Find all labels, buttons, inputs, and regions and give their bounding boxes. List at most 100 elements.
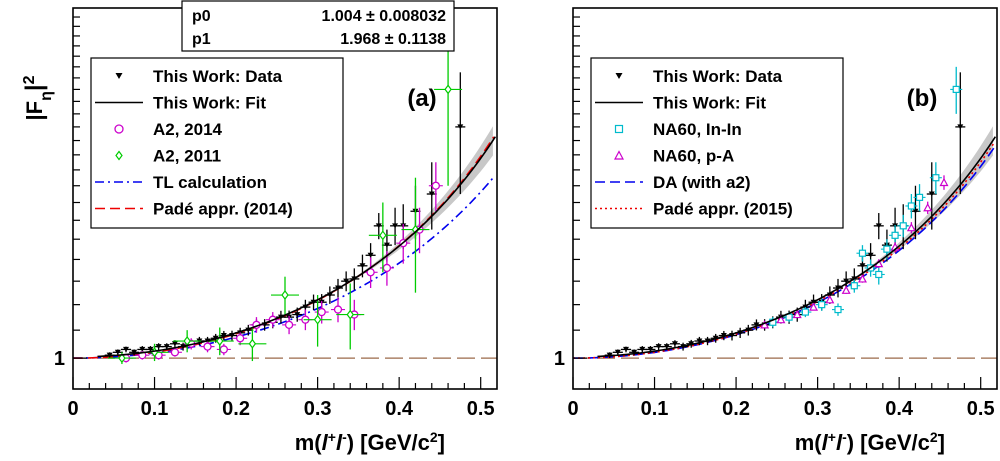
data-point <box>155 344 162 350</box>
x-axis-title-part: ] <box>938 430 945 455</box>
data-point <box>939 177 949 187</box>
x-axis-title-part: + <box>328 429 336 445</box>
data-point <box>792 309 802 319</box>
data-point <box>281 290 289 301</box>
data-point <box>899 222 907 230</box>
data-point <box>431 181 440 190</box>
x-axis-title: m(l+l-) [GeV/c2] <box>795 429 945 455</box>
data-point <box>114 349 121 355</box>
x-axis-title-part: 2 <box>930 429 938 445</box>
fit-uncertainty-band <box>817 126 993 301</box>
legend-marker-diamond <box>115 150 123 161</box>
legend-label: A2, 2014 <box>153 120 223 139</box>
legend-label: This Work: Fit <box>153 94 266 113</box>
data-point <box>623 346 629 352</box>
fit-uncertainty-band <box>317 126 493 301</box>
data-point <box>428 191 435 197</box>
legend-marker-circle <box>114 124 124 134</box>
y-axis-title-sup: 2 <box>21 75 38 84</box>
data-point <box>932 174 940 182</box>
data-point <box>843 278 850 284</box>
x-tick-label: 0 <box>67 398 78 420</box>
legend-item: A2, 2014 <box>114 120 223 139</box>
panel-a: 0 0.1 0.2 0.3 0.4 0.51m(l+l-) [GeV/c2]This Wo… <box>21 0 498 455</box>
plot-area <box>573 66 997 359</box>
data-point <box>639 346 646 352</box>
data-point <box>671 341 678 347</box>
stat-p0-value: 1.004 ± 0.008032 <box>322 8 447 25</box>
data-point <box>906 222 916 232</box>
data-point <box>875 223 882 229</box>
legend-item: Padé appr. (2015) <box>595 200 793 219</box>
legend-marker-triangle <box>614 150 624 160</box>
x-axis-title-part: l <box>836 430 843 455</box>
legend-item: Padé appr. (2014) <box>95 200 293 219</box>
x-axis-title-part: - <box>842 429 847 445</box>
data-point <box>163 344 170 350</box>
data-point <box>383 242 390 248</box>
legend-label: A2, 2011 <box>153 147 221 166</box>
x-tick-label: 0.3 <box>804 398 832 420</box>
data-point <box>952 85 960 94</box>
legend-item: NA60, p-A <box>614 147 734 166</box>
data-point <box>359 263 366 269</box>
legend-item: A2, 2011 <box>115 147 221 166</box>
data-point <box>801 308 809 316</box>
x-axis-title-part: ] <box>438 430 445 455</box>
x-tick-label: 0.5 <box>967 398 995 420</box>
data-point <box>248 338 257 349</box>
data-point <box>375 223 382 229</box>
stat-p1-label: p1 <box>192 31 211 48</box>
x-tick-label: 0.1 <box>141 398 169 420</box>
x-axis-title-part: + <box>828 429 836 445</box>
x-tick-label: 0.5 <box>467 398 495 420</box>
data-point <box>170 348 180 357</box>
data-point <box>655 344 662 350</box>
data-point <box>957 124 964 130</box>
series-na60-in-in <box>766 66 963 328</box>
data-point <box>818 301 826 309</box>
data-point <box>118 353 126 364</box>
data-point <box>333 305 343 314</box>
data-point <box>776 314 786 324</box>
data-point <box>171 341 178 347</box>
y-axis-title: |Fη|2 <box>21 75 55 120</box>
legend-label: DA (with a2) <box>653 173 751 192</box>
data-point <box>294 312 301 318</box>
data-point <box>663 344 670 350</box>
legend-item: TL calculation <box>95 173 267 192</box>
data-point <box>809 302 819 311</box>
data-point <box>850 282 858 290</box>
data-point <box>928 191 935 197</box>
data-point <box>858 249 867 257</box>
data-point <box>696 338 703 344</box>
y-axis-title-sub: η <box>38 91 55 101</box>
data-point <box>912 208 919 214</box>
panel-label: (a) <box>407 85 436 112</box>
data-point <box>236 334 245 343</box>
data-point <box>857 274 867 283</box>
x-tick-label: 0.2 <box>722 398 750 420</box>
data-point <box>382 263 392 273</box>
x-axis-title-part: - <box>342 429 347 445</box>
legend-label: This Work: Data <box>653 67 783 86</box>
y-tick-label: 1 <box>54 348 65 370</box>
data-point <box>825 295 835 304</box>
x-tick-label: 0.1 <box>641 398 669 420</box>
x-tick-label: 0.4 <box>385 398 414 420</box>
stat-p0-label: p0 <box>192 8 211 25</box>
legend-marker-triangle-down <box>615 73 623 79</box>
x-tick-label: 0.3 <box>304 398 332 420</box>
legend-item: This Work: Data <box>115 67 283 86</box>
data-point <box>834 305 842 314</box>
data-point <box>123 346 129 352</box>
x-axis-title-part: ) [GeV/c <box>347 430 430 455</box>
data-point <box>346 309 354 320</box>
data-point <box>915 193 924 201</box>
data-point <box>139 346 146 352</box>
panel-b: 0 0.1 0.2 0.3 0.4 0.51m(l+l-) [GeV/c2]This Wo… <box>554 7 998 455</box>
legend-item: This Work: Data <box>615 67 783 86</box>
data-point <box>631 349 638 355</box>
data-point <box>367 252 374 258</box>
